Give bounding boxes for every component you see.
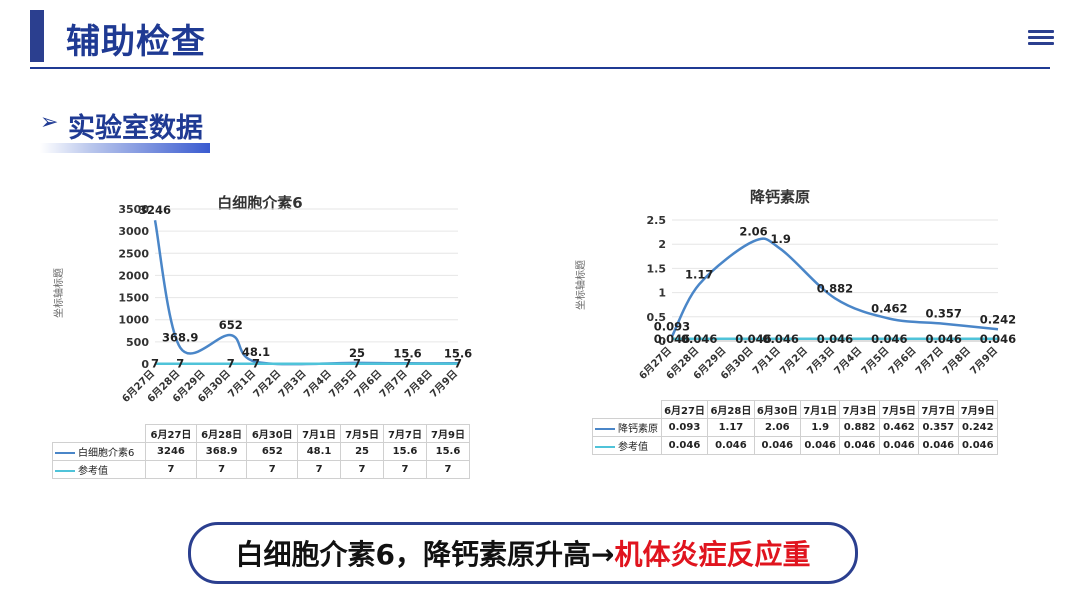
chart1-data-label: 7 — [454, 357, 462, 371]
chart1-y-tick-label: 500 — [126, 336, 149, 349]
chart2-legend-key — [595, 428, 615, 430]
chart1-table-header: 7月1日 — [297, 424, 342, 443]
chart1-data-label: 15.6 — [393, 346, 421, 360]
chart2-table-row: 参考值 0.046 0.046 0.046 0.046 0.046 0.046 0.046 0.… — [592, 436, 999, 455]
section-arrow-icon: ➢ — [40, 110, 59, 135]
title-divider — [30, 67, 1050, 69]
chart1-data-label: 7 — [353, 357, 361, 371]
menu-icon[interactable] — [1028, 30, 1054, 46]
chart1-table-cell: 7 — [246, 460, 299, 479]
chart1-data-label: 652 — [219, 318, 243, 332]
chart1-data-label: 7 — [176, 357, 184, 371]
chart2-table-header: 6月28日 — [707, 400, 755, 419]
chart1-y-tick-label: 2500 — [118, 247, 149, 260]
chart1-table-cell: 7 — [340, 460, 385, 479]
chart1-y-tick-label: 2000 — [118, 269, 149, 282]
section-title: 实验室数据 — [68, 113, 203, 144]
chart1-series-line-1 — [153, 220, 459, 366]
chart1-table-row: 白细胞介素6 3246 368.9 652 48.1 25 15.6 15.6 — [51, 442, 471, 461]
chart1-table-header: 6月28日 — [195, 424, 248, 443]
chart1-table-corner — [53, 425, 146, 443]
chart2-title: 降钙素原 — [749, 188, 810, 206]
chart2-table-cell: 0.046 — [878, 436, 920, 455]
chart2-y-axis-title: 坐标轴标题 — [576, 260, 587, 310]
conclusion-text: 白细胞介素6，降钙素原升高→ — [235, 538, 615, 571]
chart1-title: 白细胞介素6 — [217, 194, 303, 212]
chart1-table-cell: 7 — [145, 460, 197, 479]
chart1-legend-key — [55, 470, 75, 472]
chart2-table-cell: 0.462 — [878, 418, 920, 437]
chart1-y-tick-label: 3000 — [118, 225, 149, 238]
chart1-data-label: 368.9 — [162, 331, 198, 345]
chart2-table-corner — [593, 401, 662, 419]
chart1-table-header: 7月9日 — [425, 424, 471, 443]
chart1-data-label: 7 — [227, 357, 235, 371]
chart1-data-table: 6月27日 6月28日 6月30日 7月1日 7月5日 7月7日 7月9日 白细胞介素6 324… — [51, 424, 471, 479]
chart1-table-cell: 3246 — [145, 442, 197, 461]
chart1-data-label: 15.6 — [444, 346, 472, 360]
chart2-table-cell: 1.17 — [707, 418, 755, 437]
chart2-table-header: 6月27日 — [660, 400, 709, 419]
chart2-table-cell: 0.046 — [753, 436, 802, 455]
chart1-table-cell: 15.6 — [383, 442, 427, 461]
chart1-data-label: 7 — [252, 357, 260, 371]
chart2-table-row: 降钙素原 0.093 1.17 2.06 1.9 0.882 0.462 0.357 0.242 — [592, 418, 999, 437]
chart1-table-cell: 7 — [195, 460, 248, 479]
conclusion-box: 白细胞介素6，降钙素原升高→ 机体炎症反应重 — [188, 522, 858, 584]
chart1-table-header: 6月30日 — [246, 424, 299, 443]
chart2-table-cell: 2.06 — [753, 418, 802, 437]
chart1-table-row-label: 白细胞介素6 — [51, 442, 147, 461]
chart1-table-cell: 368.9 — [195, 442, 248, 461]
chart2-data-table: 6月27日 6月28日 6月30日 7月1日 7月3日 7月5日 7月7日 7月9日 降钙素原 0… — [592, 400, 999, 455]
chart2-table-header: 7月7日 — [918, 400, 959, 419]
chart1-y-tick-label: 1500 — [118, 292, 149, 305]
chart2-table-header: 7月1日 — [800, 400, 841, 419]
chart1-y-tick-label: 0 — [141, 358, 149, 371]
chart2-table-cell: 0.357 — [918, 418, 959, 437]
chart1-data-label: 48.1 — [242, 345, 270, 359]
chart2-table-cell: 0.046 — [707, 436, 755, 455]
chart2-table-header: 7月5日 — [878, 400, 920, 419]
chart2-table-cell: 0.046 — [660, 436, 709, 455]
chart1-table-header: 6月27日 — [145, 424, 197, 443]
chart2-table-cell: 0.093 — [660, 418, 709, 437]
chart1-table-cell: 7 — [297, 460, 342, 479]
chart1-table-header: 7月5日 — [340, 424, 385, 443]
chart2-table-row-label: 参考值 — [592, 436, 662, 455]
chart1-x-tick-label: 7月9日 — [428, 368, 460, 400]
page-title: 辅助检查 — [66, 22, 206, 62]
chart2-table-cell: 0.242 — [957, 418, 999, 437]
chart1-table-cell: 7 — [425, 460, 471, 479]
chart2-table-cell: 0.882 — [839, 418, 880, 437]
chart1-data-label: 25 — [349, 346, 365, 360]
chart2-table-cell: 0.046 — [839, 436, 880, 455]
chart2-table-cell: 0.046 — [918, 436, 959, 455]
chart2-table-header: 7月9日 — [957, 400, 999, 419]
chart1-table-cell: 15.6 — [425, 442, 471, 461]
chart1-legend-key — [55, 452, 75, 454]
chart2-table-cell: 1.9 — [800, 418, 841, 437]
chart1-data-label: 7 — [151, 357, 159, 371]
chart1-y-tick-label: 3500 — [118, 203, 149, 216]
chart2-table-cell: 0.046 — [957, 436, 999, 455]
conclusion-highlight: 机体炎症反应重 — [614, 538, 811, 571]
chart2-legend-key — [595, 446, 615, 448]
chart1-table-cell: 652 — [246, 442, 299, 461]
chart1-data-label: 3246 — [139, 203, 171, 217]
chart1-table-cell: 25 — [340, 442, 385, 461]
chart1-table-row: 参考值 7 7 7 7 7 7 7 — [51, 460, 471, 479]
chart1-table-cell: 7 — [383, 460, 427, 479]
chart2-table-header: 7月3日 — [839, 400, 880, 419]
chart1-data-label: 7 — [403, 357, 411, 371]
chart1-table-cell: 48.1 — [297, 442, 342, 461]
chart2-table-header: 6月30日 — [753, 400, 802, 419]
chart2-table-cell: 0.046 — [800, 436, 841, 455]
section-underline — [40, 143, 210, 153]
chart2-table-row-label: 降钙素原 — [592, 418, 662, 437]
chart1-y-tick-label: 1000 — [118, 314, 149, 327]
chart1-table-header: 7月7日 — [383, 424, 427, 443]
chart1-table-row-label: 参考值 — [51, 460, 147, 479]
title-accent-bar — [30, 10, 44, 62]
